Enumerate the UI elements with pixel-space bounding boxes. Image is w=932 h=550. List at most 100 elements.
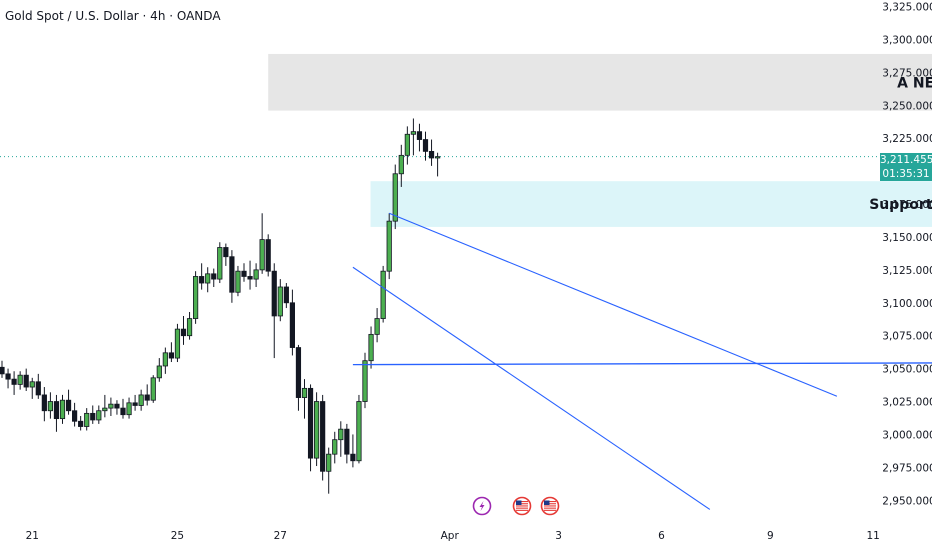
us-flag-icon xyxy=(512,496,532,516)
candle xyxy=(132,394,138,411)
candle-body xyxy=(90,412,96,421)
candle-body xyxy=(29,381,35,388)
candle-body xyxy=(0,366,5,375)
channel-lower-line xyxy=(352,266,711,510)
candle-body xyxy=(265,239,271,272)
candle-body xyxy=(410,131,417,135)
candle-body xyxy=(368,333,374,362)
candle xyxy=(295,344,302,411)
candle xyxy=(241,263,247,282)
candle-body xyxy=(199,276,205,284)
candle xyxy=(186,312,193,340)
candle xyxy=(35,373,41,399)
x-axis: 212527Apr36911151720232529May4 xyxy=(26,530,880,542)
x-tick-label: 11 xyxy=(867,530,880,542)
candle-body xyxy=(301,387,308,398)
candle-body xyxy=(380,270,386,319)
candle-body xyxy=(211,273,217,280)
candle-body xyxy=(78,420,84,427)
candle xyxy=(362,352,368,409)
candle xyxy=(247,260,253,290)
candle-body xyxy=(356,401,362,462)
candle-body xyxy=(23,374,29,388)
y-tick-label: 3,250.000 xyxy=(882,100,932,112)
candle xyxy=(422,131,429,161)
candle xyxy=(174,323,181,363)
candle xyxy=(398,144,404,187)
candle xyxy=(199,263,205,290)
candle xyxy=(47,392,54,419)
y-tick-label: 3,325.000 xyxy=(882,2,932,14)
candle-body xyxy=(96,410,102,421)
candle-body xyxy=(416,131,423,140)
candle-body xyxy=(5,373,11,380)
candle-body xyxy=(192,276,199,319)
candle-body xyxy=(35,381,41,396)
candle xyxy=(162,347,168,374)
candle xyxy=(78,416,84,431)
candle xyxy=(223,243,229,266)
candle-body xyxy=(259,239,265,271)
event-icons[interactable] xyxy=(472,496,560,516)
candle-body xyxy=(217,247,223,280)
candle xyxy=(108,397,114,416)
y-tick-label: 3,275.000 xyxy=(882,67,932,79)
candle-body xyxy=(344,428,350,455)
candle xyxy=(259,213,265,274)
candle-body xyxy=(295,347,302,398)
candle xyxy=(17,371,23,390)
candle xyxy=(434,152,441,177)
candle-body xyxy=(162,352,168,367)
candle xyxy=(144,384,150,406)
candle-body xyxy=(434,156,441,159)
candle-body xyxy=(289,302,296,348)
candle xyxy=(114,400,120,415)
channel-upper-line xyxy=(388,212,838,397)
candle-body xyxy=(120,407,126,416)
y-tick-label: 3,125.000 xyxy=(882,265,932,277)
candle xyxy=(416,123,423,152)
candle xyxy=(23,368,29,391)
horizontal-level-line xyxy=(352,362,932,366)
chart-title: Gold Spot / U.S. Dollar · 4h · OANDA xyxy=(5,9,221,23)
candle-body xyxy=(247,276,253,280)
candle-body xyxy=(41,394,47,412)
candle xyxy=(283,283,289,309)
candle xyxy=(11,371,17,395)
candle xyxy=(192,271,199,324)
candle xyxy=(138,389,144,411)
candle-body xyxy=(126,402,132,416)
y-tick-label: 3,150.000 xyxy=(882,232,932,244)
candle xyxy=(386,213,392,280)
candle-body xyxy=(350,453,356,462)
candle-body xyxy=(307,387,314,459)
candle xyxy=(392,164,398,230)
x-tick-label: Apr xyxy=(441,530,460,542)
candle xyxy=(150,375,156,403)
candle-body xyxy=(277,286,283,317)
candle xyxy=(428,139,435,166)
candle-body xyxy=(362,360,368,402)
candle xyxy=(320,394,326,481)
candle-body xyxy=(338,428,344,441)
y-tick-label: 3,000.000 xyxy=(882,429,932,441)
candle-body xyxy=(271,270,277,317)
candle-body xyxy=(150,377,156,401)
candle-body xyxy=(326,453,332,472)
x-tick-label: 25 xyxy=(171,530,184,542)
x-tick-label: 9 xyxy=(767,530,774,542)
candles xyxy=(0,118,441,494)
candle xyxy=(102,394,108,418)
candle-body xyxy=(186,318,193,337)
candle xyxy=(265,234,271,277)
candle-body xyxy=(72,410,78,422)
candle xyxy=(29,377,35,399)
candle xyxy=(65,389,72,415)
y-tick-label: 3,175.000 xyxy=(882,199,932,211)
high-zone-rect xyxy=(268,53,932,111)
candle-body xyxy=(422,139,429,152)
candle xyxy=(307,384,314,472)
y-tick-label: 3,100.000 xyxy=(882,298,932,310)
candle-body xyxy=(47,401,54,412)
